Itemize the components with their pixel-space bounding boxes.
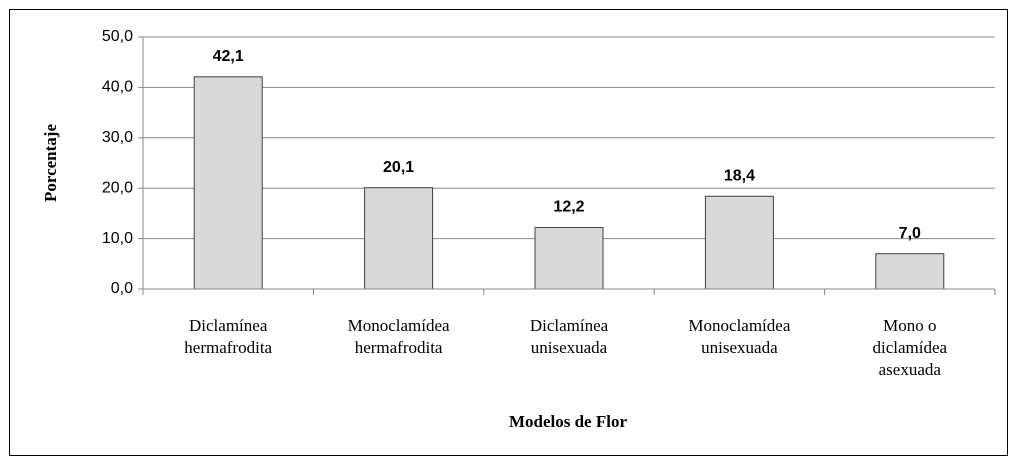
y-tick-label: 0,0 — [111, 280, 133, 297]
data-label: 12,2 — [553, 199, 584, 216]
bar — [534, 227, 604, 290]
y-axis-label: Porcentaje — [41, 124, 60, 202]
x-tick-label: Diclamínea unisexuada — [530, 316, 609, 357]
data-label: 42,1 — [213, 48, 244, 65]
y-tick-label: 20,0 — [102, 179, 133, 196]
bar — [364, 187, 434, 290]
y-tick-label: 30,0 — [102, 129, 133, 146]
data-label: 7,0 — [899, 225, 921, 242]
x-tick-label: Mono o diclamídea asexuada — [873, 316, 948, 379]
y-tick-label: 40,0 — [102, 79, 133, 96]
chart-frame — [9, 9, 1008, 456]
x-tick-label: Monoclamídea unisexuada — [688, 316, 790, 357]
x-tick-label: Diclamínea hermafrodita — [184, 316, 272, 357]
x-axis-label: Modelos de Flor — [509, 412, 627, 431]
y-tick-label: 50,0 — [102, 28, 133, 45]
bar — [875, 253, 945, 290]
bar — [704, 195, 774, 290]
y-tick-label: 10,0 — [102, 230, 133, 247]
data-label: 18,4 — [724, 167, 755, 184]
bar — [193, 76, 263, 290]
data-label: 20,1 — [383, 159, 414, 176]
x-tick-label: Monoclamídea hermafrodita — [348, 316, 450, 357]
